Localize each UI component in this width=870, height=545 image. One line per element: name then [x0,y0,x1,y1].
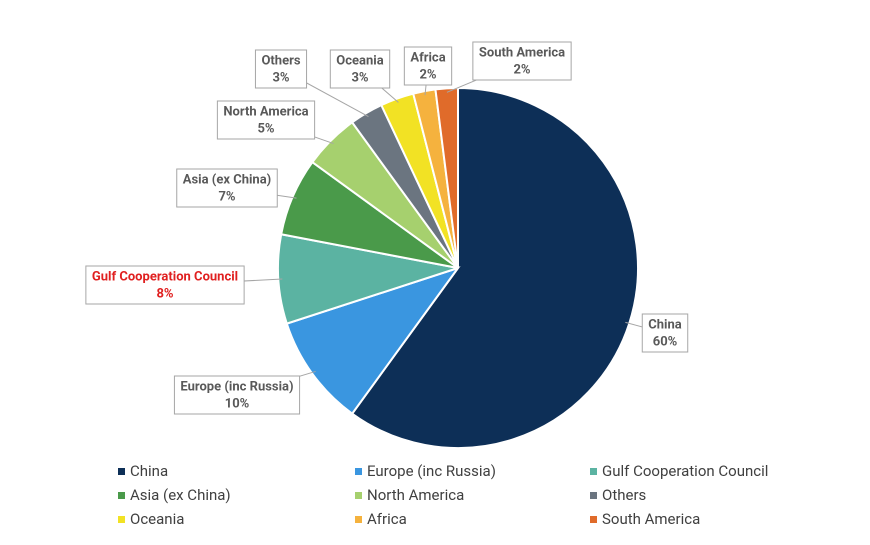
data-label: Gulf Cooperation Council 8% [85,265,245,305]
label-box [472,41,572,81]
legend-swatch [355,516,362,523]
label-box [254,49,308,89]
label-value: 8% [156,286,173,301]
legend-swatch [355,468,362,475]
legend-label: China [130,462,168,480]
label-value: 3% [351,70,368,85]
data-label: Africa 2% [403,46,453,86]
label-name: Asia (ex China) [183,172,272,187]
legend-label: Europe (inc Russia) [367,462,496,480]
label-name: South America [479,45,565,60]
label-box [176,168,278,208]
legend-swatch [118,468,125,475]
label-box [173,375,301,415]
legend-swatch [590,516,597,523]
label-box [403,46,453,86]
data-label: Asia (ex China) 7% [176,168,278,208]
legend-swatch [590,468,597,475]
legend-label: South America [602,510,700,528]
label-name: China [648,317,682,332]
label-value: 5% [257,121,274,136]
label-value: 2% [419,67,436,82]
legend-label: Gulf Cooperation Council [602,462,768,480]
legend-swatch [118,516,125,523]
legend-label: Oceania [130,510,184,528]
label-box [329,49,391,89]
label-value: 2% [513,62,530,77]
legend-swatch [118,492,125,499]
legend-swatch [355,492,362,499]
data-label: North America 5% [216,100,316,140]
label-box [641,313,689,353]
label-name: Africa [410,50,445,65]
legend-label: Others [602,486,646,504]
data-label: South America 2% [472,41,572,81]
legend-label: Africa [367,510,407,528]
label-value: 10% [225,396,250,411]
data-label: Europe (inc Russia) 10% [173,375,301,415]
legend-label: Asia (ex China) [130,486,231,504]
label-name: North America [223,104,308,119]
data-label: Others 3% [254,49,308,89]
label-name: Oceania [336,53,383,68]
legend-label: North America [367,486,464,504]
label-value: 3% [272,70,289,85]
label-box [216,100,316,140]
data-label: China 60% [641,313,689,353]
data-label: Oceania 3% [329,49,391,89]
label-value: 60% [653,334,678,349]
label-name: Europe (inc Russia) [180,379,293,394]
label-box [85,265,245,305]
legend-swatch [590,492,597,499]
label-value: 7% [218,189,235,204]
pie-slice [285,266,461,416]
label-name: Gulf Cooperation Council [92,269,238,284]
label-name: Others [261,53,300,68]
